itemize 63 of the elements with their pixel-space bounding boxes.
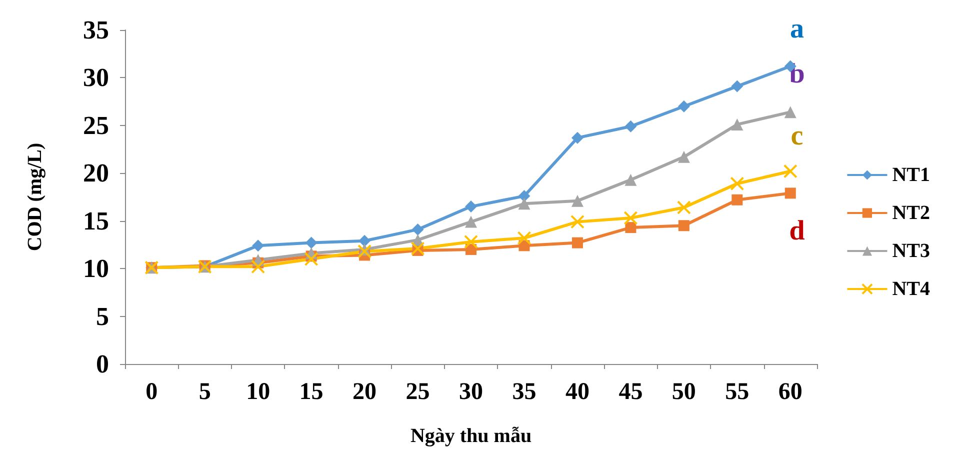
- point: [624, 120, 637, 132]
- y-tick-label: 15: [83, 206, 109, 236]
- x-tick-label: 55: [725, 379, 750, 405]
- point: [358, 234, 371, 247]
- point: [412, 223, 424, 236]
- point: [731, 80, 744, 92]
- y-tick-label: 5: [96, 302, 109, 331]
- point: [625, 222, 636, 234]
- point: [624, 210, 638, 225]
- point: [358, 244, 372, 258]
- legend-label: NT1: [892, 164, 930, 186]
- point: [570, 214, 584, 229]
- point: [678, 150, 690, 163]
- point: [783, 164, 798, 178]
- x-axis-title: Ngày thu mẫu: [410, 425, 532, 447]
- point: [517, 231, 532, 246]
- point: [784, 106, 796, 118]
- x-tick-label: 10: [246, 379, 270, 405]
- x-tick-label: 60: [778, 379, 802, 405]
- point: [410, 242, 425, 256]
- point: [518, 190, 530, 202]
- y-tick-label: 0: [96, 350, 109, 378]
- point: [464, 234, 478, 249]
- x-tick-label: 45: [618, 379, 643, 405]
- point: [730, 176, 744, 191]
- y-tick-label: 20: [83, 158, 109, 188]
- annotation: a: [790, 14, 804, 44]
- point: [252, 240, 264, 252]
- point: [678, 220, 690, 232]
- x-tick-label: 25: [406, 379, 430, 405]
- point: [784, 188, 796, 199]
- y-tick-label: 25: [83, 110, 109, 140]
- x-tick-label: 30: [459, 379, 483, 405]
- x-tick-label: 40: [565, 379, 590, 405]
- y-axis-title: COD (mg/L): [24, 142, 46, 252]
- x-tick-label: 5: [198, 379, 211, 405]
- point: [305, 236, 318, 249]
- x-tick-label: 35: [512, 379, 536, 405]
- annotation: c: [790, 120, 804, 152]
- x-tick-label: 20: [352, 379, 377, 405]
- y-tick-label: 30: [83, 63, 109, 92]
- point: [676, 200, 691, 214]
- annotation: d: [789, 216, 806, 246]
- x-tick-label: 0: [146, 379, 158, 405]
- legend-label: NT4: [892, 278, 930, 300]
- legend-label: NT2: [892, 202, 930, 224]
- point: [678, 100, 690, 112]
- point: [572, 237, 583, 248]
- point: [571, 194, 584, 207]
- point: [732, 194, 743, 206]
- y-tick-label: 10: [83, 254, 109, 284]
- point: [624, 174, 637, 186]
- point: [465, 216, 477, 228]
- y-tick-label: 35: [83, 16, 109, 44]
- point: [251, 260, 266, 274]
- point: [731, 118, 744, 130]
- point: [571, 132, 584, 144]
- point: [518, 198, 530, 210]
- point: [304, 252, 318, 266]
- x-tick-label: 50: [672, 379, 696, 405]
- x-tick-label: 15: [299, 379, 324, 405]
- point: [465, 200, 477, 213]
- legend-label: NT3: [892, 240, 930, 262]
